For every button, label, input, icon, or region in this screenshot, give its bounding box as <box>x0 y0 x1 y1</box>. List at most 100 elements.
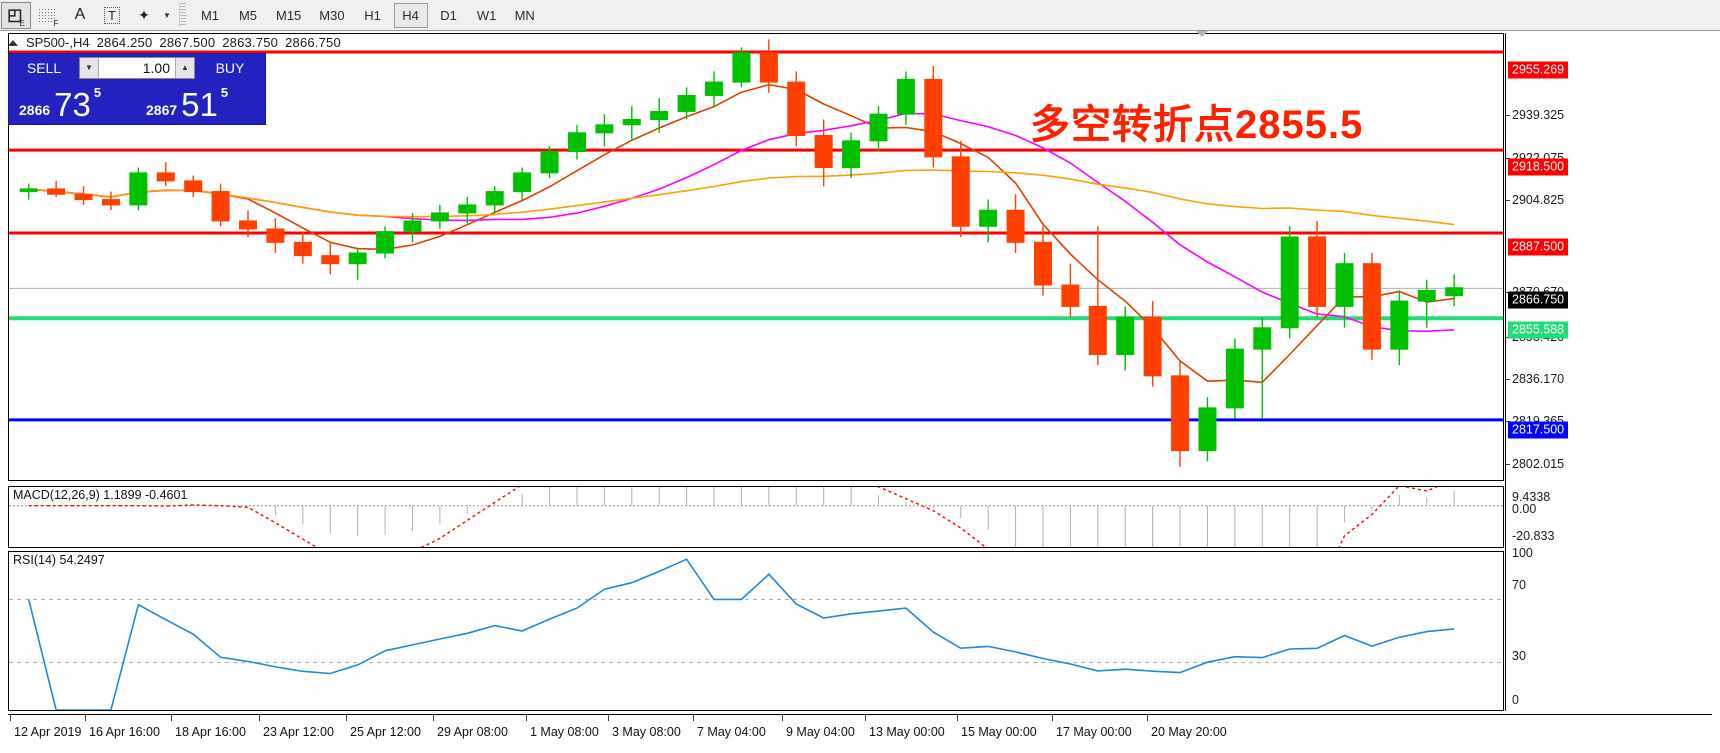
time-axis-label: 20 May 20:00 <box>1151 725 1227 739</box>
moving-average-5 <box>28 83 1455 384</box>
ohlc-close: 2866.750 <box>285 35 341 50</box>
candle-body <box>1116 316 1135 355</box>
candle-body <box>1033 241 1052 286</box>
time-axis-tick <box>693 715 694 721</box>
price-axis[interactable]: 2939.3252922.0752904.8252870.6702853.420… <box>1505 33 1712 711</box>
candle-body <box>1335 263 1354 307</box>
macd-line <box>28 487 1438 547</box>
candle-body <box>705 81 724 96</box>
macd-canvas <box>9 487 1503 547</box>
candle-body <box>156 172 175 182</box>
time-axis-label: 12 Apr 2019 <box>14 725 82 739</box>
candle-body <box>47 188 66 195</box>
price-level-label[interactable]: 2887.500 <box>1508 238 1569 256</box>
time-axis-tick <box>10 715 11 721</box>
price-level-label[interactable]: 2955.269 <box>1508 61 1569 79</box>
rsi-title: RSI(14) 54.2497 <box>13 553 105 567</box>
time-axis-tick <box>433 715 434 721</box>
candle-body <box>1198 407 1217 452</box>
candle-body <box>951 156 970 227</box>
objects-icon[interactable]: ✦ <box>138 6 150 23</box>
candle-body <box>348 252 367 265</box>
time-axis-tick <box>1052 715 1053 721</box>
timeframe-h4[interactable]: H4 <box>393 2 428 28</box>
time-axis-tick <box>1147 715 1148 721</box>
one-click-trading-panel[interactable]: SELL ▼ 1.00 ▲ BUY 2866 73 5 2867 51 5 <box>8 53 266 125</box>
time-axis[interactable]: 12 Apr 2019 16 Apr 16:00 18 Apr 16:00 23 Ap… <box>8 714 1712 752</box>
candle-body <box>1253 327 1272 350</box>
macd-title: MACD(12,26,9) 1.1899 -0.4601 <box>13 488 188 502</box>
rsi-indicator-panel[interactable]: RSI(14) 54.2497 <box>8 551 1504 711</box>
volume-down-icon[interactable]: ▼ <box>80 57 99 78</box>
price-level-label[interactable]: 2918.500 <box>1508 158 1569 176</box>
timeframe-m5[interactable]: M5 <box>238 7 258 23</box>
sell-price-main: 73 <box>54 86 91 123</box>
indicator-axis-label: -20.833 <box>1512 529 1555 543</box>
candle-body <box>896 78 915 115</box>
price-level-label[interactable]: 2817.500 <box>1508 421 1569 439</box>
candle-body <box>485 191 504 206</box>
candle-body <box>129 172 148 206</box>
buy-price-fraction: 5 <box>220 85 229 100</box>
candle-body <box>1006 209 1025 243</box>
collapse-triangle-icon[interactable] <box>8 39 18 46</box>
buy-price-main: 51 <box>181 86 218 123</box>
ohlc-open: 2864.250 <box>96 35 153 50</box>
indicator-axis-label: 9.4338 <box>1512 490 1551 504</box>
timeframe-m1[interactable]: M1 <box>200 7 220 23</box>
crosshair-f-icon[interactable]: F <box>33 2 63 29</box>
candle-body <box>1362 263 1381 350</box>
candle-body <box>211 191 230 222</box>
price-axis-label: 2836.170 <box>1512 372 1565 386</box>
price-axis-tick <box>1506 379 1510 380</box>
toolbar-separator <box>179 3 186 27</box>
candle-body <box>1225 348 1244 409</box>
buy-button[interactable]: BUY <box>215 59 245 76</box>
text-label-icon[interactable]: A <box>74 6 86 23</box>
time-axis-label: 3 May 08:00 <box>612 725 681 739</box>
chart-shift-marker[interactable] <box>1196 31 1210 38</box>
time-axis-tick <box>346 715 347 721</box>
time-axis-label: 7 May 04:00 <box>697 725 766 739</box>
candle-body <box>74 193 93 201</box>
volume-input[interactable]: 1.00 <box>142 59 170 76</box>
price-axis-tick <box>1506 464 1510 465</box>
time-axis-tick <box>957 715 958 721</box>
candle-body <box>1445 287 1464 297</box>
indicators-icon[interactable]: ◰ E <box>1 1 31 29</box>
candle-body <box>1308 236 1327 307</box>
price-chart-panel[interactable] <box>8 33 1504 481</box>
candle-body <box>1061 284 1080 307</box>
candle-body <box>814 134 833 169</box>
text-box-icon[interactable]: T <box>97 2 127 29</box>
price-axis-tick <box>1506 115 1510 116</box>
candle-body <box>1171 375 1190 452</box>
macd-indicator-panel[interactable]: MACD(12,26,9) 1.1899 -0.4601 <box>8 486 1504 548</box>
time-axis-label: 23 Apr 12:00 <box>263 725 334 739</box>
timeframe-h1[interactable]: H1 <box>364 7 381 23</box>
indicator-axis-label: 30 <box>1512 649 1526 663</box>
buy-price[interactable]: 2867 51 5 <box>138 81 263 122</box>
sell-button[interactable]: SELL <box>26 59 62 76</box>
candle-body <box>567 132 586 153</box>
trade-panel-prices: 2866 73 5 2867 51 5 <box>9 81 265 124</box>
price-level-label[interactable]: 2855.588 <box>1508 321 1569 339</box>
candle-body <box>403 220 422 233</box>
sell-price-fraction: 5 <box>93 85 102 100</box>
timeframe-m30[interactable]: M30 <box>319 7 345 23</box>
timeframe-m15[interactable]: M15 <box>276 7 302 23</box>
sell-price[interactable]: 2866 73 5 <box>11 81 136 122</box>
moving-average-34 <box>28 169 1455 226</box>
symbol-ohlc-bar: SP500-,H4 2864.250 2867.500 2863.750 286… <box>8 33 341 52</box>
timeframe-mn[interactable]: MN <box>514 7 535 23</box>
chevron-down-icon[interactable]: ▼ <box>163 10 171 20</box>
volume-stepper[interactable]: ▼ 1.00 ▲ <box>79 56 195 79</box>
time-axis-label: 16 Apr 16:00 <box>89 725 160 739</box>
volume-up-icon[interactable]: ▲ <box>175 57 194 78</box>
timeframe-w1[interactable]: W1 <box>476 7 497 23</box>
timeframe-d1[interactable]: D1 <box>440 7 457 23</box>
price-level-label[interactable]: 2866.750 <box>1508 291 1569 309</box>
price-axis-label: 2802.015 <box>1512 457 1565 471</box>
candle-body <box>1280 236 1299 329</box>
